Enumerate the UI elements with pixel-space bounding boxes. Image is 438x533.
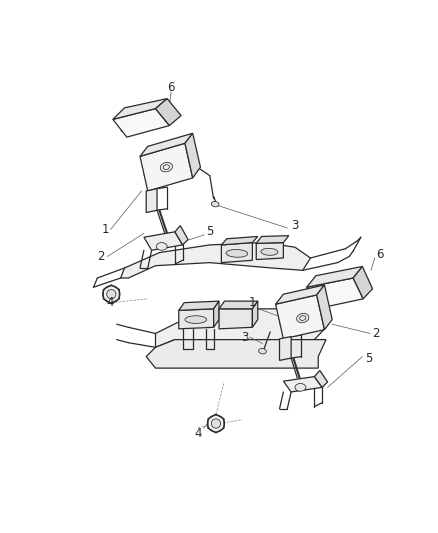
Polygon shape	[219, 301, 258, 309]
Polygon shape	[221, 237, 258, 245]
Polygon shape	[179, 309, 214, 329]
Ellipse shape	[163, 165, 170, 169]
Polygon shape	[353, 266, 372, 299]
Polygon shape	[256, 243, 283, 260]
Ellipse shape	[261, 248, 278, 255]
Circle shape	[208, 415, 225, 432]
Ellipse shape	[297, 313, 309, 323]
Polygon shape	[140, 133, 193, 156]
Text: 6: 6	[167, 80, 175, 94]
Ellipse shape	[226, 249, 248, 257]
Ellipse shape	[160, 163, 173, 172]
Polygon shape	[146, 340, 326, 368]
Polygon shape	[214, 301, 219, 327]
Polygon shape	[317, 285, 332, 329]
Text: 5: 5	[365, 352, 372, 365]
Circle shape	[103, 286, 120, 303]
Text: 3: 3	[241, 331, 248, 344]
Polygon shape	[276, 285, 325, 304]
Text: 1: 1	[249, 296, 256, 309]
Polygon shape	[175, 225, 188, 245]
Ellipse shape	[185, 316, 207, 324]
Text: 5: 5	[206, 225, 213, 238]
Text: 6: 6	[377, 248, 384, 261]
Circle shape	[211, 419, 221, 428]
Polygon shape	[314, 370, 328, 387]
Polygon shape	[113, 99, 167, 119]
Polygon shape	[307, 266, 362, 287]
Polygon shape	[140, 143, 193, 191]
Polygon shape	[276, 295, 325, 339]
Polygon shape	[219, 309, 252, 329]
Polygon shape	[307, 278, 363, 309]
Ellipse shape	[295, 384, 306, 391]
Ellipse shape	[300, 316, 306, 320]
Ellipse shape	[211, 201, 219, 207]
Polygon shape	[283, 377, 322, 392]
Polygon shape	[179, 301, 219, 310]
Polygon shape	[279, 336, 291, 360]
Text: 4: 4	[107, 296, 114, 309]
Polygon shape	[221, 243, 252, 263]
Polygon shape	[252, 301, 258, 327]
Polygon shape	[155, 99, 181, 126]
Polygon shape	[120, 243, 311, 278]
Polygon shape	[256, 236, 289, 244]
Circle shape	[107, 289, 116, 299]
Ellipse shape	[258, 349, 266, 354]
Polygon shape	[155, 309, 326, 348]
Polygon shape	[146, 189, 157, 213]
Polygon shape	[144, 232, 183, 251]
Polygon shape	[113, 109, 170, 137]
Text: 1: 1	[101, 223, 109, 236]
Ellipse shape	[156, 243, 167, 251]
Text: 2: 2	[373, 327, 380, 340]
Polygon shape	[185, 133, 201, 178]
Text: 4: 4	[194, 427, 202, 440]
Text: 3: 3	[291, 219, 299, 232]
Text: 2: 2	[98, 250, 105, 263]
